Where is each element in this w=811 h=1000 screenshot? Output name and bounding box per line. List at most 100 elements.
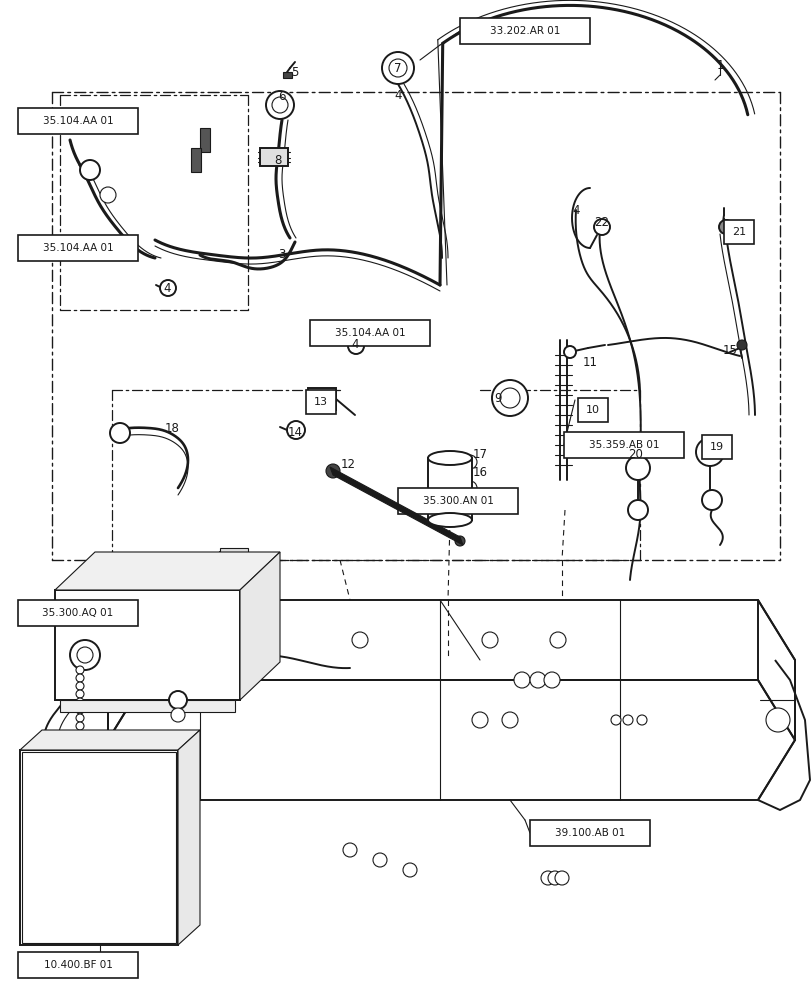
Circle shape xyxy=(564,346,575,358)
Circle shape xyxy=(513,672,530,688)
Circle shape xyxy=(100,187,116,203)
Circle shape xyxy=(462,455,476,469)
Text: 10.400.BF 01: 10.400.BF 01 xyxy=(44,960,112,970)
Polygon shape xyxy=(283,72,292,78)
Circle shape xyxy=(702,490,721,510)
Text: 11: 11 xyxy=(581,356,597,368)
Circle shape xyxy=(70,640,100,670)
Text: 9: 9 xyxy=(494,391,501,404)
Text: 5: 5 xyxy=(291,66,298,79)
Text: 15: 15 xyxy=(722,344,736,357)
Text: 19: 19 xyxy=(709,442,723,452)
Text: 13: 13 xyxy=(314,397,328,407)
Polygon shape xyxy=(191,148,201,172)
Text: 33.202.AR 01: 33.202.AR 01 xyxy=(489,26,560,36)
Circle shape xyxy=(76,706,84,714)
Circle shape xyxy=(402,863,417,877)
Ellipse shape xyxy=(427,513,471,527)
Bar xyxy=(22,752,176,943)
Bar xyxy=(55,590,240,700)
Circle shape xyxy=(695,438,723,466)
Circle shape xyxy=(610,715,620,725)
Polygon shape xyxy=(178,730,200,945)
Polygon shape xyxy=(55,552,280,590)
Polygon shape xyxy=(240,552,280,700)
Text: 35.104.AA 01: 35.104.AA 01 xyxy=(43,243,114,253)
Circle shape xyxy=(543,672,560,688)
Circle shape xyxy=(372,853,387,867)
Polygon shape xyxy=(329,467,462,545)
Circle shape xyxy=(76,690,84,698)
Circle shape xyxy=(500,388,519,408)
Text: 35.104.AA 01: 35.104.AA 01 xyxy=(43,116,114,126)
Text: 35.300.AQ 01: 35.300.AQ 01 xyxy=(42,608,114,618)
Circle shape xyxy=(76,722,84,730)
Circle shape xyxy=(736,340,746,350)
Circle shape xyxy=(351,632,367,648)
Text: 14: 14 xyxy=(287,426,303,438)
Circle shape xyxy=(482,632,497,648)
Text: 4: 4 xyxy=(572,204,579,217)
Circle shape xyxy=(77,647,93,663)
Circle shape xyxy=(169,691,187,709)
Bar xyxy=(307,388,336,410)
Circle shape xyxy=(272,97,288,113)
Circle shape xyxy=(76,714,84,722)
Circle shape xyxy=(547,871,561,885)
Bar xyxy=(460,18,590,44)
Text: 7: 7 xyxy=(394,62,401,75)
Bar xyxy=(260,148,288,166)
Ellipse shape xyxy=(427,451,471,465)
Text: 21: 21 xyxy=(731,227,745,237)
Circle shape xyxy=(594,219,609,235)
Circle shape xyxy=(286,421,305,439)
Circle shape xyxy=(76,698,84,706)
Text: 2: 2 xyxy=(191,159,199,172)
Circle shape xyxy=(76,674,84,682)
Bar xyxy=(220,548,247,556)
Circle shape xyxy=(501,712,517,728)
Circle shape xyxy=(718,220,732,234)
Text: 39.100.AB 01: 39.100.AB 01 xyxy=(554,828,624,838)
Circle shape xyxy=(348,338,363,354)
Circle shape xyxy=(540,871,554,885)
Bar xyxy=(18,108,138,134)
Circle shape xyxy=(388,59,406,77)
Circle shape xyxy=(381,52,414,84)
Circle shape xyxy=(109,423,130,443)
Text: 1: 1 xyxy=(715,59,723,72)
Bar xyxy=(20,750,178,945)
Bar xyxy=(60,700,234,712)
Bar xyxy=(18,600,138,626)
Bar xyxy=(306,390,336,414)
Text: 35.104.AA 01: 35.104.AA 01 xyxy=(334,328,405,338)
Text: 4: 4 xyxy=(394,89,401,102)
Polygon shape xyxy=(20,730,200,750)
Circle shape xyxy=(622,715,633,725)
Circle shape xyxy=(76,666,84,674)
Bar xyxy=(577,398,607,422)
Circle shape xyxy=(342,843,357,857)
Text: 12: 12 xyxy=(340,458,355,472)
Bar xyxy=(310,320,430,346)
Bar xyxy=(702,435,731,459)
Text: 20: 20 xyxy=(628,448,642,462)
Polygon shape xyxy=(200,128,210,152)
Circle shape xyxy=(266,91,294,119)
Bar xyxy=(397,488,517,514)
Circle shape xyxy=(765,708,789,732)
Bar xyxy=(18,952,138,978)
Text: 8: 8 xyxy=(274,154,281,167)
Bar xyxy=(427,458,471,520)
Circle shape xyxy=(462,481,476,495)
Circle shape xyxy=(491,380,527,416)
Text: 3: 3 xyxy=(278,248,285,261)
Text: 4: 4 xyxy=(351,338,358,352)
Text: 22: 22 xyxy=(594,216,609,229)
Circle shape xyxy=(625,456,649,480)
Circle shape xyxy=(160,280,176,296)
Bar xyxy=(530,820,649,846)
Circle shape xyxy=(325,464,340,478)
Circle shape xyxy=(171,708,185,722)
Text: 18: 18 xyxy=(165,422,179,434)
